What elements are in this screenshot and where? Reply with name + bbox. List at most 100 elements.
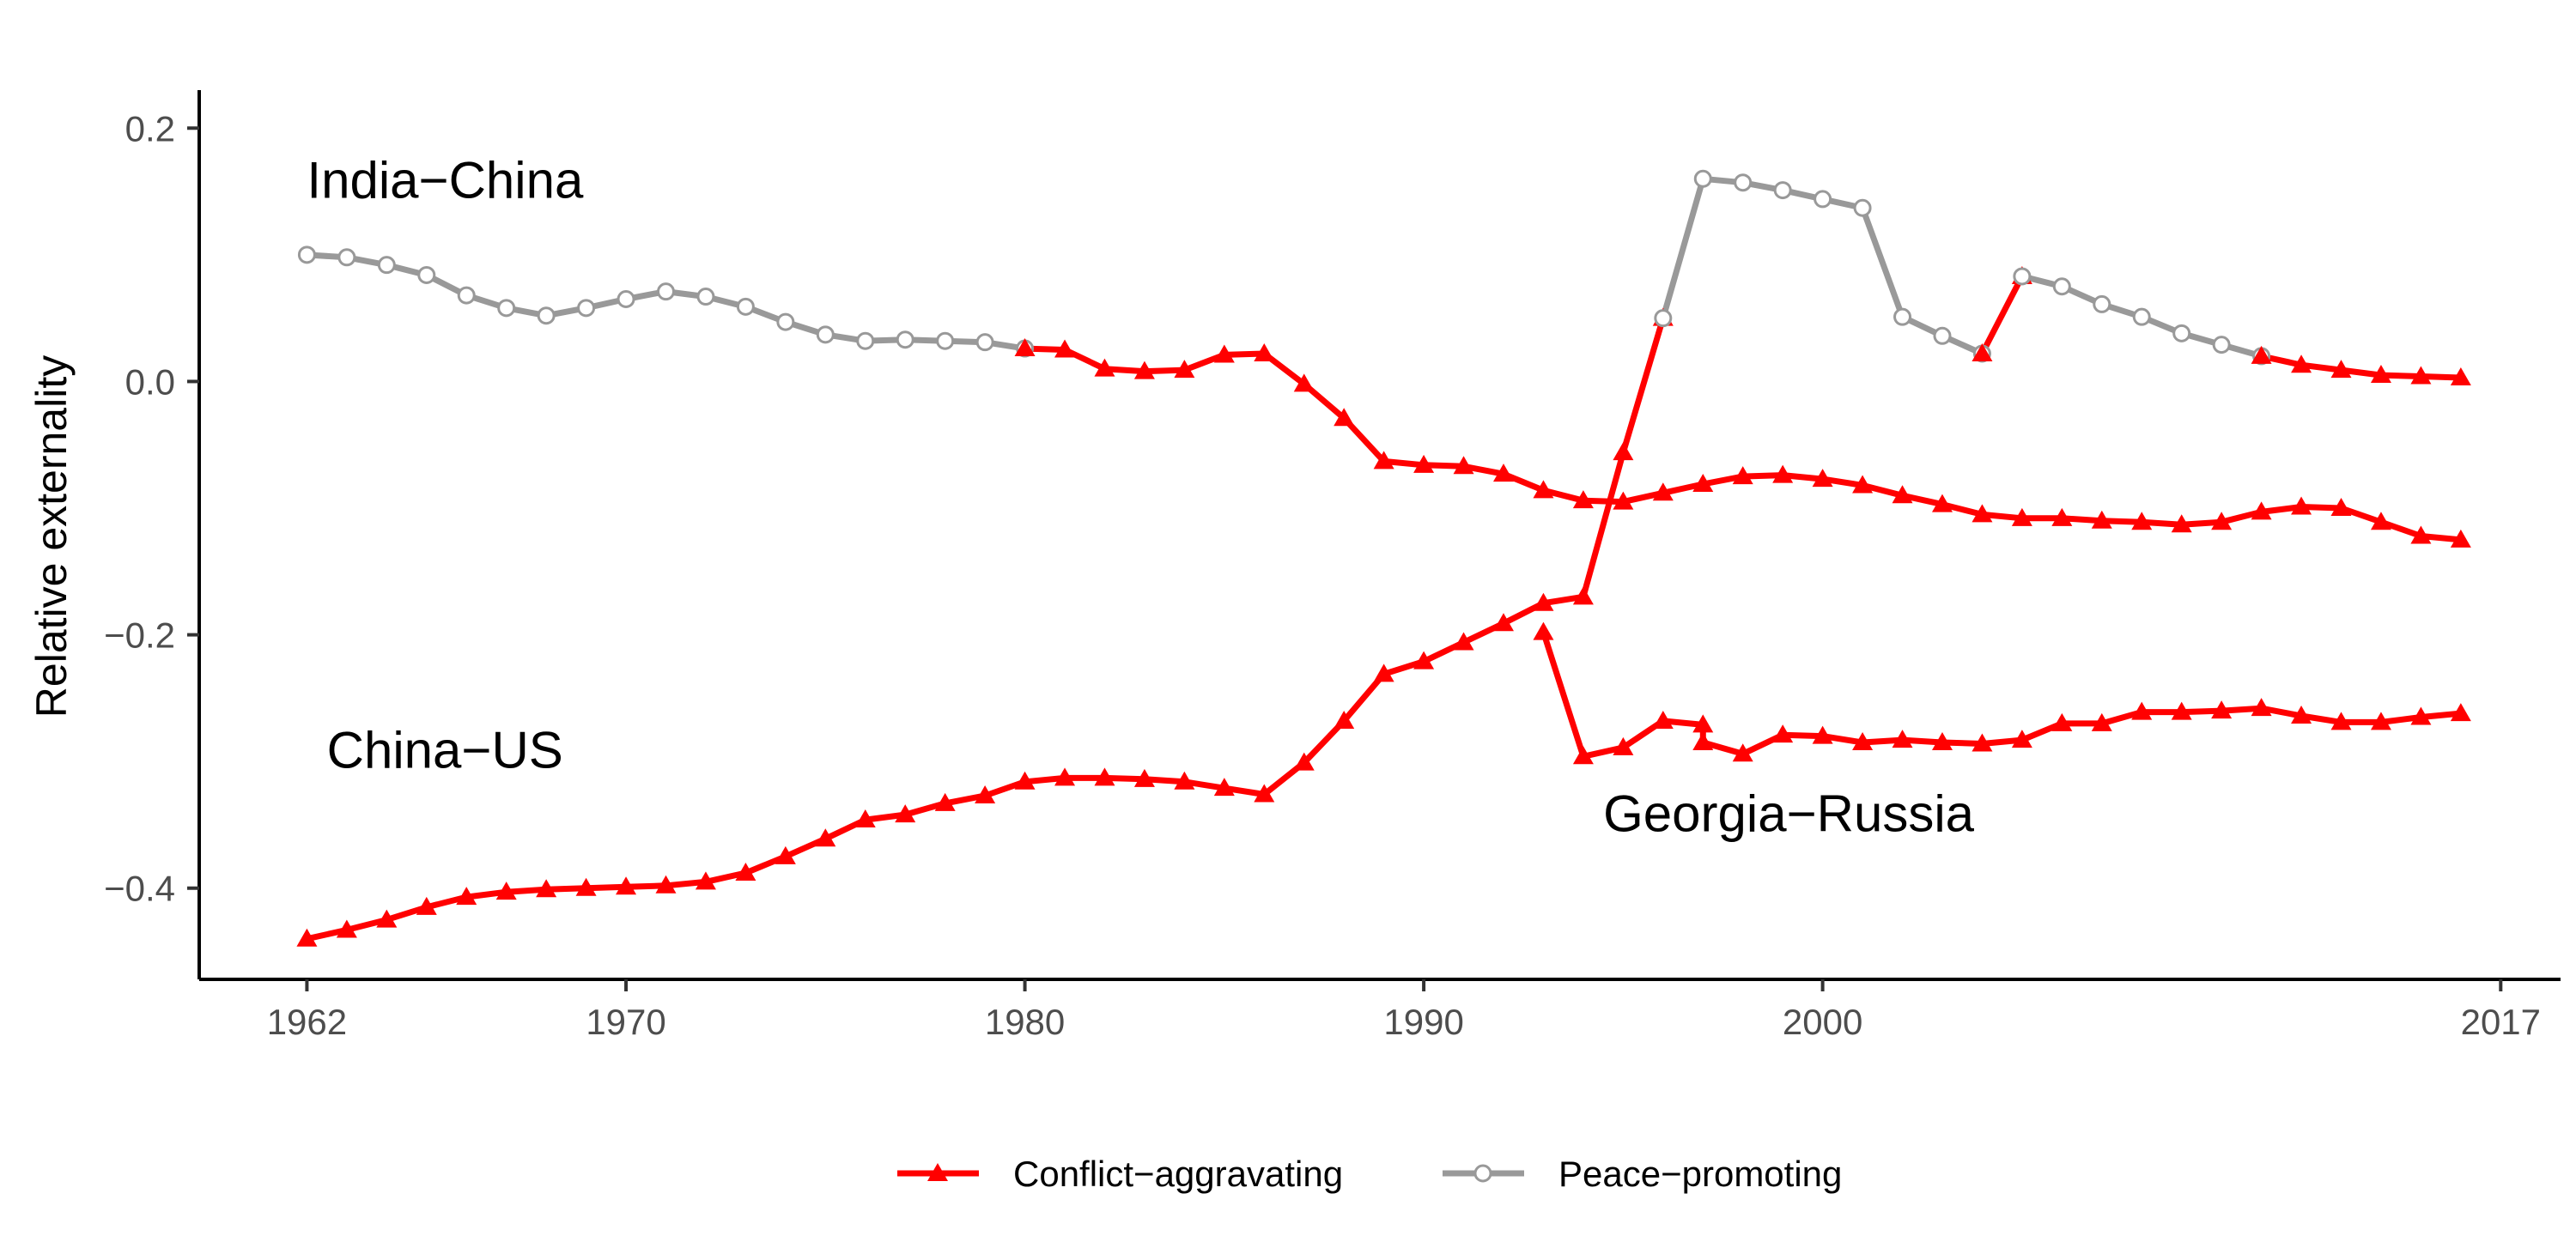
peace-circle-marker (2013, 267, 2032, 286)
conflict-triangle-marker (695, 871, 716, 890)
conflict-triangle-marker (2011, 507, 2032, 526)
conflict-segment-line (2258, 353, 2464, 381)
conflict-triangle-marker (1054, 767, 1076, 786)
conflict-triangle-marker (1453, 456, 1474, 475)
conflict-triangle-marker (1812, 725, 1833, 744)
conflict-triangle-marker (2131, 701, 2153, 720)
conflict-triangle-marker (735, 863, 756, 882)
conflict-triangle-marker (1254, 342, 1275, 361)
conflict-triangle-marker (1293, 752, 1315, 771)
conflict-triangle-marker (934, 792, 956, 811)
conflict-triangle-marker (456, 887, 477, 906)
conflict-triangle-marker (2291, 354, 2312, 373)
peace-circle-marker (537, 306, 556, 325)
conflict-triangle-marker (1572, 586, 1594, 605)
peace-circle-marker (776, 312, 795, 331)
y-axis-ticks: 0.2 0.0 −0.2 −0.4 (104, 108, 199, 909)
conflict-triangle-marker (2211, 512, 2233, 530)
peace-circle-marker (936, 331, 955, 350)
conflict-triangle-marker (1931, 732, 1953, 751)
x-tick-label: 1962 (267, 1002, 347, 1042)
conflict-triangle-marker (2291, 496, 2312, 515)
conflict-triangle-marker (1572, 490, 1594, 509)
conflict-triangle-marker (655, 875, 677, 894)
peace-circle-marker (656, 282, 675, 301)
conflict-triangle-marker (1413, 454, 1435, 473)
conflict-triangle-marker (2330, 360, 2352, 379)
conflict-triangle-marker (416, 896, 437, 915)
conflict-triangle-marker (1133, 360, 1155, 379)
conflict-triangle-marker (2131, 512, 2153, 530)
peace-circle-marker (1773, 181, 1792, 200)
conflict-triangle-marker (2370, 512, 2391, 530)
conflict-triangle-marker (2171, 701, 2192, 720)
peace-circle-marker (1654, 309, 1673, 328)
conflict-triangle-marker (2091, 712, 2112, 731)
conflict-triangle-marker (1812, 469, 1833, 488)
conflict-triangle-marker (2211, 700, 2233, 719)
conflict-triangle-marker (1692, 473, 1714, 492)
conflict-triangle-marker (975, 785, 996, 804)
conflict-triangle-marker (895, 804, 916, 823)
conflict-triangle-marker (336, 919, 357, 938)
peace-circle-marker (896, 330, 914, 349)
conflict-triangle-marker (1732, 743, 1753, 762)
conflict-segment-line (303, 315, 1667, 942)
conflict-triangle-marker (2251, 698, 2272, 717)
conflict-triangle-marker (575, 877, 597, 896)
peace-circle-marker (2212, 336, 2231, 354)
peace-circle-marker (1893, 307, 1912, 326)
conflict-triangle-marker (1213, 778, 1235, 797)
conflict-triangle-marker (2251, 345, 2272, 364)
conflict-triangle-marker (1174, 771, 1195, 790)
conflict-triangle-marker (2051, 507, 2073, 526)
conflict-triangle-marker (1254, 784, 1275, 803)
conflict-triangle-marker (1373, 663, 1394, 682)
y-tick-label: −0.2 (104, 615, 175, 656)
conflict-triangle-marker (2410, 366, 2432, 385)
peace-segment-line (303, 251, 1029, 352)
conflict-triangle-marker (2171, 514, 2192, 533)
conflict-triangle-marker (1892, 730, 1913, 748)
conflict-triangle-marker (1692, 732, 1714, 751)
conflict-triangle-marker (2370, 712, 2391, 730)
conflict-triangle-marker (1054, 339, 1076, 358)
conflict-triangle-marker (1892, 485, 1913, 504)
pair-annotations: India−China China−US Georgia−Russia (307, 151, 1974, 842)
conflict-triangle-marker (2370, 365, 2391, 384)
conflict-triangle-marker (1453, 632, 1474, 651)
peace-circle-marker (1814, 190, 1832, 209)
pair-label: China−US (327, 722, 563, 779)
conflict-triangle-marker (1373, 451, 1394, 470)
conflict-triangle-marker (1334, 408, 1355, 427)
conflict-triangle-marker (1493, 464, 1515, 482)
conflict-segment-line (1540, 629, 2464, 760)
conflict-triangle-marker (495, 882, 517, 900)
plot-area (296, 169, 2471, 947)
conflict-segment-line (1022, 345, 2464, 543)
peace-circle-marker (1933, 326, 1952, 345)
peace-circle-marker (377, 256, 396, 275)
x-axis-ticks: 1962 1970 1980 1990 2000 2017 (267, 979, 2541, 1042)
conflict-triangle-marker (1533, 592, 1554, 611)
conflict-triangle-marker (1213, 344, 1235, 363)
peace-circle-marker (2172, 324, 2191, 342)
conflict-triangle-marker (2330, 712, 2352, 730)
conflict-triangle-marker (2450, 367, 2471, 386)
peace-circle-marker (2132, 307, 2151, 326)
peace-circle-marker (696, 288, 715, 306)
x-tick-label: 1970 (586, 1002, 665, 1042)
conflict-triangle-marker (1772, 724, 1794, 743)
peace-circle-marker (975, 333, 994, 352)
conflict-triangle-marker (1613, 491, 1634, 510)
peace-circle-marker (1473, 1164, 1492, 1183)
peace-circle-marker (337, 248, 356, 267)
conflict-legend-label: Conflict−aggravating (1013, 1154, 1343, 1194)
conflict-triangle-marker (2291, 706, 2312, 724)
peace-circle-marker (1853, 198, 1872, 217)
conflict-triangle-marker (2051, 712, 2073, 731)
series-china-us (296, 169, 2471, 947)
peace-circle-marker (577, 299, 596, 318)
conflict-segment-line (1978, 273, 2026, 357)
